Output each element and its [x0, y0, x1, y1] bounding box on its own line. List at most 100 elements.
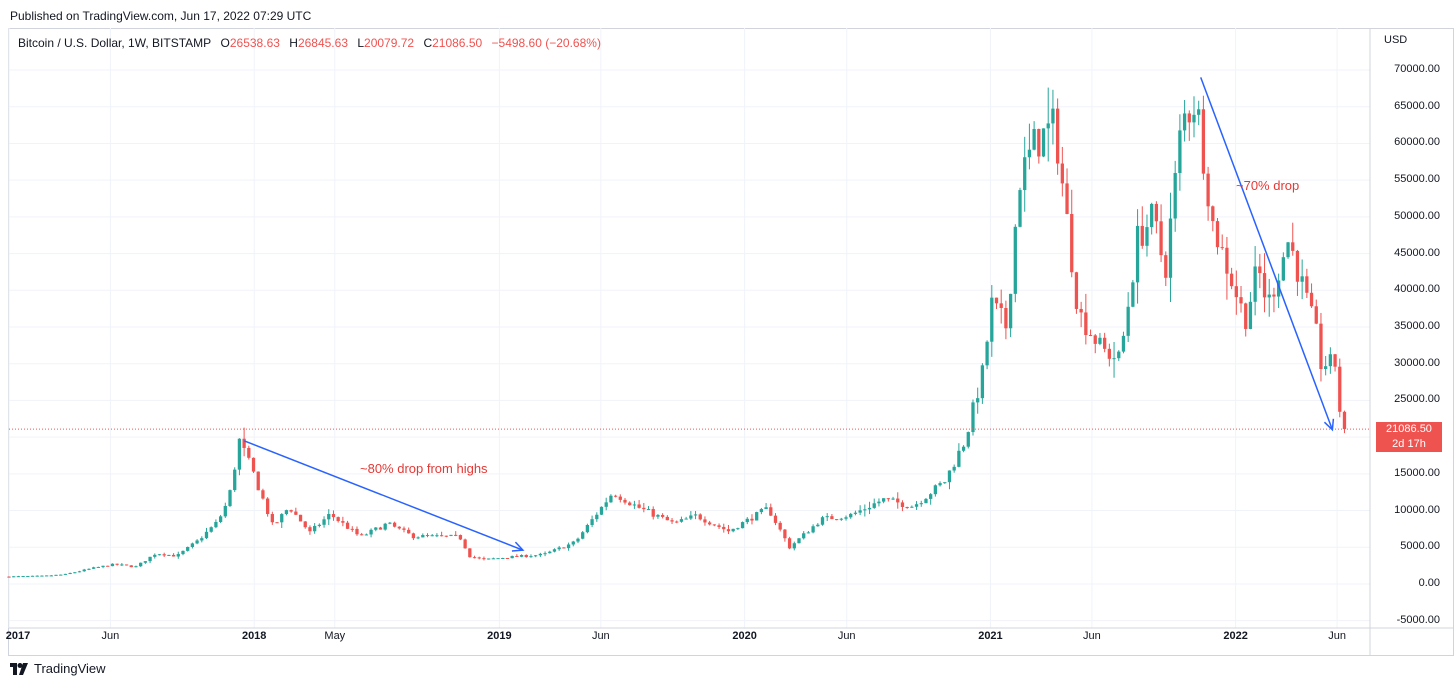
candle-down	[247, 447, 251, 458]
candle-up	[943, 482, 947, 484]
x-tick-label: 2020	[732, 630, 757, 642]
candle-down	[477, 557, 481, 559]
y-tick-label: -5000.00	[1396, 613, 1440, 626]
y-tick-label: 15000.00	[1394, 466, 1440, 479]
candle-up	[181, 550, 185, 555]
candle-up	[764, 507, 768, 510]
candle-up	[1173, 173, 1177, 219]
y-tick-label: 50000.00	[1394, 209, 1440, 222]
candle-down	[515, 556, 519, 558]
candle-up	[1197, 109, 1201, 115]
y-tick-label: 55000.00	[1394, 173, 1440, 186]
candle-down	[628, 502, 632, 506]
candle-up	[557, 547, 561, 550]
candle-down	[1239, 297, 1243, 304]
candle-down	[256, 471, 260, 491]
candle-down	[1154, 203, 1159, 222]
candle-up	[971, 402, 975, 433]
candle-down	[1201, 109, 1206, 174]
candle-down	[651, 509, 655, 517]
candle-down	[355, 528, 359, 535]
candle-up	[510, 556, 514, 559]
candle-up	[91, 567, 96, 569]
candle-down	[350, 528, 354, 530]
candle-down	[1206, 173, 1210, 207]
candle-up	[120, 564, 124, 566]
y-tick-label: 30000.00	[1394, 356, 1440, 369]
candle-up	[816, 524, 820, 527]
candle-down	[999, 303, 1003, 309]
candle-up	[646, 509, 651, 511]
candle-up	[134, 566, 138, 568]
candle-down	[336, 517, 340, 522]
candle-down	[1225, 247, 1229, 274]
y-tick-label: 65000.00	[1394, 99, 1440, 112]
candle-down	[830, 516, 834, 520]
candle-down	[425, 535, 430, 537]
candle-up	[976, 398, 980, 403]
candle-up	[797, 538, 801, 544]
candle-up	[190, 543, 195, 547]
candle-down	[341, 521, 345, 523]
candle-up	[1328, 354, 1333, 367]
candle-up	[496, 558, 500, 560]
candle-down	[1211, 206, 1215, 222]
candle-down	[402, 528, 406, 530]
candle-down	[289, 510, 293, 512]
candle-up	[740, 522, 745, 529]
candle-up	[176, 554, 180, 557]
candle-up	[1032, 128, 1036, 150]
candle-up	[543, 553, 547, 555]
candle-up	[1267, 294, 1271, 298]
candle-up	[167, 554, 171, 556]
candle-down	[1079, 308, 1083, 313]
candle-up	[792, 543, 796, 549]
candle-up	[1178, 130, 1182, 174]
candle-up	[576, 538, 580, 542]
candle-up	[604, 502, 608, 507]
candle-up	[1117, 351, 1121, 359]
candle-up	[101, 565, 105, 567]
candle-up	[877, 501, 881, 504]
candle-down	[1295, 250, 1300, 282]
candle-up	[858, 510, 862, 513]
candle-down	[308, 527, 312, 532]
candle-down	[115, 563, 119, 565]
candle-up	[656, 515, 660, 517]
candle-down	[1065, 183, 1069, 214]
candle-down	[905, 506, 909, 508]
candle-up	[12, 576, 16, 578]
x-tick-label: 2022	[1223, 630, 1248, 642]
candle-down	[896, 498, 900, 503]
candle-down	[703, 519, 707, 523]
candle-up	[233, 469, 237, 491]
candle-down	[472, 557, 477, 559]
candle-up	[952, 466, 956, 471]
candle-down	[834, 519, 839, 521]
candle-down	[407, 529, 411, 534]
candle-up	[26, 576, 30, 578]
candle-up	[218, 516, 223, 522]
candle-down	[1159, 221, 1163, 256]
y-tick-label: 0.00	[1418, 576, 1440, 589]
candle-up	[679, 519, 684, 522]
y-tick-label: 35000.00	[1394, 319, 1440, 332]
candle-down	[331, 514, 336, 518]
candle-up	[449, 534, 453, 536]
candle-up	[157, 554, 162, 556]
open-label: O	[220, 36, 230, 50]
candle-down	[360, 534, 364, 536]
candle-down	[1262, 273, 1267, 298]
candle-up	[961, 446, 966, 451]
footer-brand[interactable]: TradingView	[10, 661, 106, 676]
low-label: L	[357, 36, 365, 50]
y-tick-label: 45000.00	[1394, 246, 1440, 259]
candle-up	[839, 518, 843, 520]
candle-down	[1093, 335, 1097, 344]
candle-down	[1055, 108, 1060, 164]
last-price-value: 21086.50	[1386, 423, 1432, 435]
candle-up	[1041, 128, 1046, 157]
candle-up	[933, 485, 938, 495]
candle-up	[802, 533, 806, 539]
